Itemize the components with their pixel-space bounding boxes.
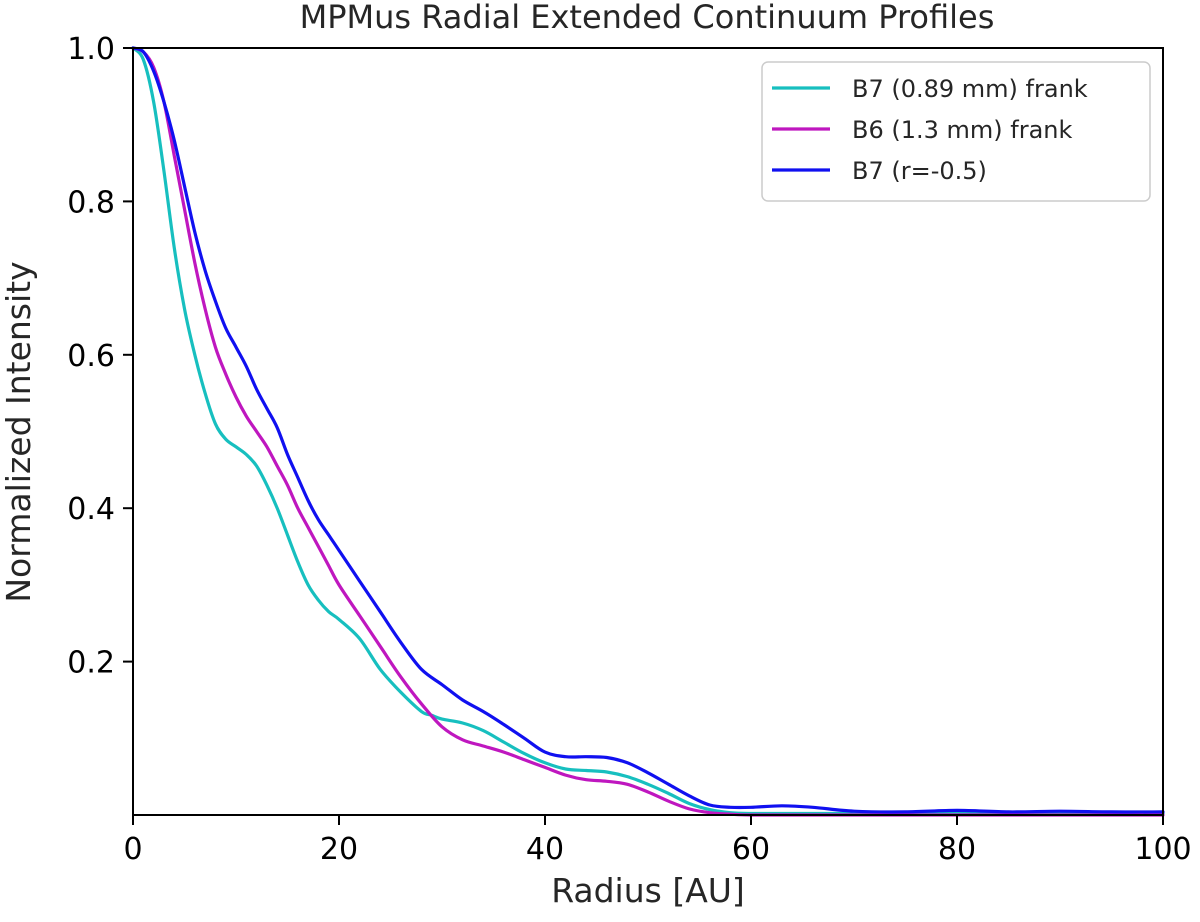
y-tick-label: 1.0 [67,32,115,67]
x-tick-label: 20 [320,832,358,867]
y-tick-label: 0.6 [67,339,115,374]
y-tick-label: 0.4 [67,492,115,527]
y-tick-label: 0.8 [67,185,115,220]
x-axis-label: Radius [AU] [551,871,745,910]
x-axis-ticks: 0 20 40 60 80 100 [123,815,1192,867]
chart-title: MPMus Radial Extended Continuum Profiles [300,0,995,36]
x-tick-label: 60 [732,832,770,867]
series-line-2 [131,46,1165,817]
y-axis-label: Normalized Intensity [0,261,38,602]
x-tick-label: 0 [123,832,142,867]
legend-box [761,61,1151,202]
x-tick-label: 40 [526,832,564,867]
series-line-3 [131,46,1165,814]
series-layer [131,46,1165,817]
legend-label-1: B7 (0.89 mm) frank [852,75,1088,103]
x-tick-label: 80 [938,832,976,867]
y-axis-ticks: 0.2 0.4 0.6 0.8 1.0 [67,32,133,681]
legend-label-3: B7 (r=-0.5) [852,157,987,185]
plot-frame [132,47,1164,816]
series-line-1 [131,46,1165,816]
legend-label-2: B6 (1.3 mm) frank [852,116,1073,144]
legend: B7 (0.89 mm) frank B6 (1.3 mm) frank B7 (r… [761,61,1151,202]
x-tick-label: 100 [1134,832,1191,867]
y-tick-label: 0.2 [67,646,115,681]
